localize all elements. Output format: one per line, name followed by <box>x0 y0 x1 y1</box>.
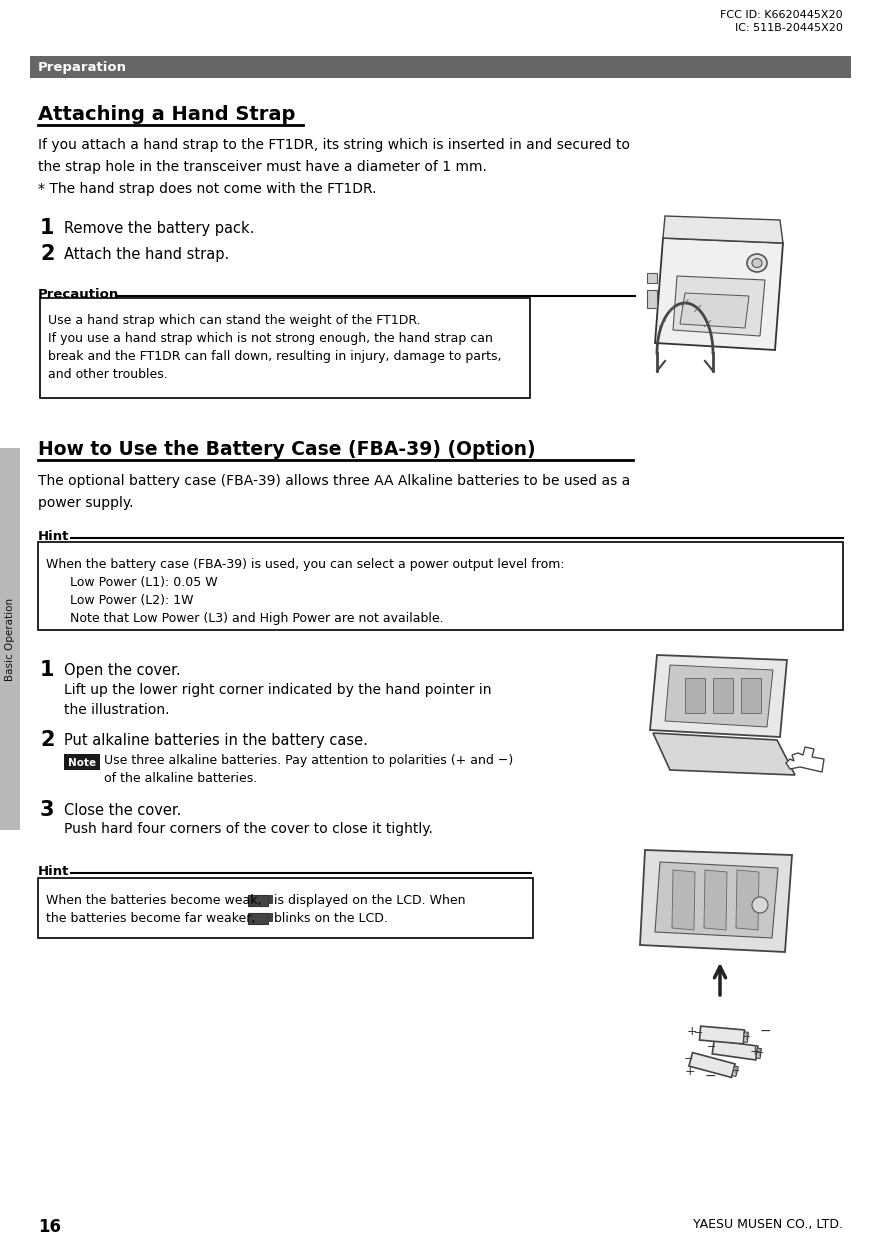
Bar <box>30 56 851 78</box>
Text: Preparation: Preparation <box>38 61 127 73</box>
Text: Precaution: Precaution <box>38 288 120 301</box>
Ellipse shape <box>752 897 768 913</box>
Text: When the battery case (FBA-39) is used, you can select a power output level from: When the battery case (FBA-39) is used, … <box>46 558 565 570</box>
Text: power supply.: power supply. <box>38 496 134 510</box>
Bar <box>268 895 272 903</box>
Polygon shape <box>663 216 783 243</box>
Text: 3: 3 <box>40 800 54 820</box>
Polygon shape <box>650 655 787 737</box>
Text: the strap hole in the transceiver must have a diameter of 1 mm.: the strap hole in the transceiver must h… <box>38 160 487 174</box>
Text: Note: Note <box>68 758 96 768</box>
Bar <box>685 678 705 713</box>
Text: −: − <box>706 1042 716 1052</box>
Polygon shape <box>640 849 792 952</box>
Polygon shape <box>704 870 727 930</box>
Text: Low Power (L1): 0.05 W: Low Power (L1): 0.05 W <box>46 577 217 589</box>
Text: Lift up the lower right corner indicated by the hand pointer in: Lift up the lower right corner indicated… <box>64 683 491 697</box>
Text: Close the cover.: Close the cover. <box>64 804 182 818</box>
Text: 1: 1 <box>40 218 54 238</box>
Polygon shape <box>673 277 765 336</box>
Bar <box>248 895 268 906</box>
Text: Attaching a Hand Strap: Attaching a Hand Strap <box>38 105 295 124</box>
Bar <box>40 298 530 398</box>
Text: +: + <box>687 1025 698 1038</box>
Text: If you use a hand strap which is not strong enough, the hand strap can: If you use a hand strap which is not str… <box>48 332 493 345</box>
Ellipse shape <box>747 254 767 272</box>
Polygon shape <box>786 746 824 773</box>
Polygon shape <box>689 1053 735 1078</box>
Text: 16: 16 <box>38 1218 61 1236</box>
Polygon shape <box>736 870 759 930</box>
Polygon shape <box>665 665 773 727</box>
Bar <box>38 878 533 937</box>
Polygon shape <box>699 1027 745 1044</box>
Polygon shape <box>732 1066 739 1076</box>
Text: IC: 511B-20445X20: IC: 511B-20445X20 <box>735 24 843 33</box>
Text: +: + <box>742 1032 750 1042</box>
Text: YAESU MUSEN CO., LTD.: YAESU MUSEN CO., LTD. <box>693 1218 843 1231</box>
Text: Put alkaline batteries in the battery case.: Put alkaline batteries in the battery ca… <box>64 733 368 748</box>
Polygon shape <box>672 870 695 930</box>
Text: 2: 2 <box>40 730 54 750</box>
Bar <box>38 542 843 630</box>
Text: Open the cover.: Open the cover. <box>64 663 181 678</box>
Text: +: + <box>755 1048 763 1059</box>
Text: When the batteries become weak,: When the batteries become weak, <box>46 894 262 906</box>
Polygon shape <box>655 238 783 350</box>
Text: Remove the battery pack.: Remove the battery pack. <box>64 221 254 236</box>
Text: is displayed on the LCD. When: is displayed on the LCD. When <box>274 894 465 906</box>
Text: the batteries become far weaker,: the batteries become far weaker, <box>46 911 256 925</box>
Bar <box>0 448 20 830</box>
Text: FCC ID: K6620445X20: FCC ID: K6620445X20 <box>720 10 843 20</box>
Text: 2: 2 <box>40 244 54 264</box>
Text: the illustration.: the illustration. <box>64 703 169 717</box>
Bar <box>248 913 268 924</box>
Text: blinks on the LCD.: blinks on the LCD. <box>274 911 388 925</box>
Polygon shape <box>756 1048 761 1059</box>
Text: Attach the hand strap.: Attach the hand strap. <box>64 247 230 262</box>
Text: Basic Operation: Basic Operation <box>5 598 15 681</box>
Text: * The hand strap does not come with the FT1DR.: * The hand strap does not come with the … <box>38 182 376 196</box>
Bar <box>268 913 272 921</box>
Polygon shape <box>653 733 795 775</box>
Text: break and the FT1DR can fall down, resulting in injury, damage to parts,: break and the FT1DR can fall down, resul… <box>48 350 501 363</box>
Ellipse shape <box>752 258 762 268</box>
Text: −: − <box>705 1069 716 1083</box>
Text: of the alkaline batteries.: of the alkaline batteries. <box>104 773 258 785</box>
Bar <box>713 678 733 713</box>
Bar <box>741 678 761 713</box>
Bar <box>64 754 100 770</box>
Bar <box>647 273 657 283</box>
Text: Push hard four corners of the cover to close it tightly.: Push hard four corners of the cover to c… <box>64 822 433 836</box>
Text: +: + <box>732 1066 739 1076</box>
Text: Hint: Hint <box>38 529 69 543</box>
Text: Note that Low Power (L3) and High Power are not available.: Note that Low Power (L3) and High Power … <box>46 613 443 625</box>
Text: If you attach a hand strap to the FT1DR, its string which is inserted in and sec: If you attach a hand strap to the FT1DR,… <box>38 138 630 153</box>
Text: Low Power (L2): 1W: Low Power (L2): 1W <box>46 594 194 608</box>
Text: 1: 1 <box>40 660 54 680</box>
Text: −: − <box>684 1054 693 1064</box>
Text: −: − <box>760 1024 771 1038</box>
Text: Use a hand strap which can stand the weight of the FT1DR.: Use a hand strap which can stand the wei… <box>48 314 421 327</box>
Text: How to Use the Battery Case (FBA-39) (Option): How to Use the Battery Case (FBA-39) (Op… <box>38 440 536 459</box>
Polygon shape <box>655 862 778 937</box>
Text: Hint: Hint <box>38 866 69 878</box>
Polygon shape <box>712 1040 758 1060</box>
Text: The optional battery case (FBA-39) allows three AA Alkaline batteries to be used: The optional battery case (FBA-39) allow… <box>38 474 630 489</box>
Text: +: + <box>684 1065 695 1078</box>
Polygon shape <box>680 293 749 329</box>
Text: and other troubles.: and other troubles. <box>48 368 168 381</box>
Text: Use three alkaline batteries. Pay attention to polarities (+ and −): Use three alkaline batteries. Pay attent… <box>104 754 513 768</box>
Text: −: − <box>693 1028 703 1038</box>
Polygon shape <box>744 1032 748 1043</box>
Text: +: + <box>750 1045 760 1058</box>
Bar <box>647 290 657 308</box>
